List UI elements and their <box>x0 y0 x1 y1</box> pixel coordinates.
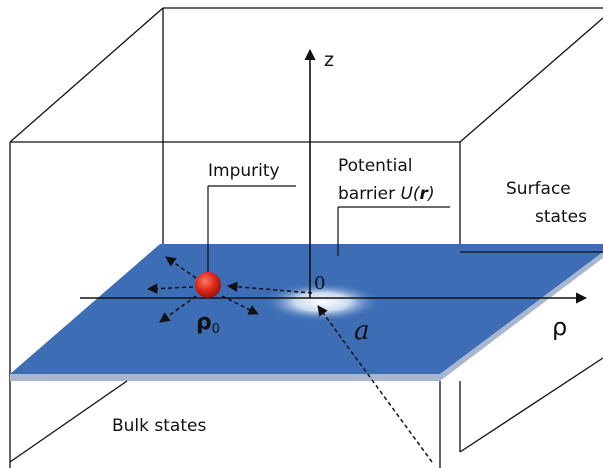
z-axis-label: z <box>324 49 334 71</box>
incident-arrow-from-below <box>317 305 433 463</box>
rho0-sub: 0 <box>212 322 220 337</box>
barrier-label-line2: barrier U(r) <box>338 184 435 204</box>
barrier-U: U( <box>400 184 420 204</box>
impurity-label: Impurity <box>208 161 280 181</box>
rho-axis-label: ρ <box>552 313 567 341</box>
barrier-r: r <box>420 184 430 204</box>
barrier-glow <box>262 282 382 322</box>
box-back <box>9 7 603 468</box>
barrier-close: ) <box>426 184 435 204</box>
barrier-word: barrier <box>338 184 400 204</box>
barrier-label-line1: Potential <box>338 156 412 176</box>
scattering-arrows <box>146 256 433 463</box>
scatter-arrow-left <box>146 283 194 294</box>
rho0-label: ρ0 <box>196 310 220 337</box>
scatter-arrow-downleft <box>159 295 197 323</box>
origin-label: 0 <box>314 273 325 294</box>
bulk-states-label: Bulk states <box>112 416 206 436</box>
surface-states-line2: states <box>535 207 587 227</box>
a-label: a <box>354 316 370 346</box>
impurity-sphere <box>195 272 221 298</box>
box-front <box>9 251 603 468</box>
scatter-arrow-upleft <box>165 256 197 279</box>
incoming-arrow-to-impurity <box>226 281 313 294</box>
surface-states-line1: Surface <box>506 179 571 199</box>
rho0-main: ρ <box>196 310 212 335</box>
